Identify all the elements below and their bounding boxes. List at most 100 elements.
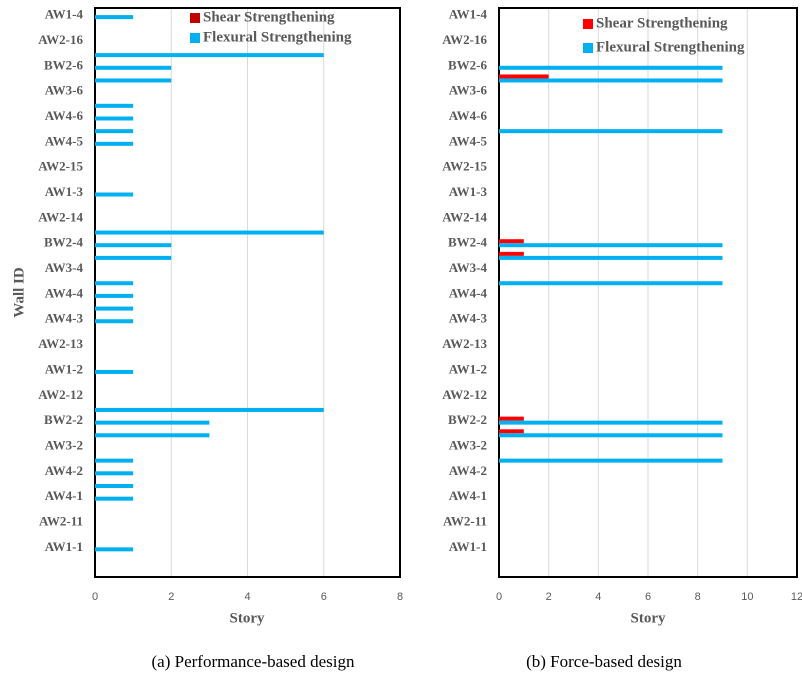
y-tick-label: AW4-6 [449, 108, 488, 123]
y-tick-label: AW1-3 [45, 184, 84, 199]
bar [499, 65, 723, 70]
y-tick-label: AW1-1 [45, 539, 83, 554]
bar [499, 429, 524, 434]
y-tick-label: AW4-3 [45, 311, 84, 326]
bar [95, 319, 134, 324]
y-tick-label: AW4-4 [45, 285, 84, 300]
y-tick-label: AW2-14 [38, 209, 83, 224]
bar [95, 471, 134, 476]
y-tick-label: AW4-2 [449, 463, 487, 478]
bar [499, 433, 723, 438]
y-tick-label: AW4-6 [45, 108, 84, 123]
bar [499, 129, 723, 134]
y-tick-label: AW3-4 [45, 260, 84, 275]
legend-swatch [190, 33, 200, 43]
y-tick-label: BW2-2 [448, 412, 487, 427]
y-tick-label: AW2-12 [442, 387, 487, 402]
bar [95, 103, 134, 108]
legend-label: Flexural Strengthening [596, 39, 745, 55]
y-tick-label: AW1-2 [45, 361, 83, 376]
x-axis-title: Story [230, 610, 265, 626]
bar [499, 251, 524, 256]
y-tick-label: AW3-2 [449, 437, 487, 452]
bar [499, 74, 549, 79]
bar [499, 243, 723, 248]
y-tick-label: AW2-13 [38, 336, 83, 351]
bar [499, 416, 524, 421]
x-tick-label: 4 [595, 591, 601, 603]
y-tick-label: AW2-11 [443, 513, 487, 528]
x-tick-label: 6 [321, 591, 327, 603]
legend-label: Shear Strengthening [203, 9, 335, 25]
y-tick-label: AW2-16 [442, 32, 487, 47]
legend-swatch [190, 13, 200, 23]
y-tick-label: AW4-5 [45, 133, 84, 148]
bar [499, 239, 524, 244]
bar [95, 369, 134, 374]
y-tick-label: AW2-14 [442, 209, 487, 224]
bar [95, 243, 172, 248]
y-tick-label: AW4-3 [449, 311, 488, 326]
y-tick-label: AW2-12 [38, 387, 83, 402]
x-tick-label: 8 [695, 591, 701, 603]
y-tick-label: AW2-15 [38, 159, 83, 174]
bar [95, 255, 172, 260]
y-tick-label: AW1-4 [45, 7, 84, 22]
y-tick-label: AW4-4 [449, 285, 488, 300]
legend-label: Flexural Strengthening [203, 29, 352, 45]
bar [499, 255, 723, 260]
y-tick-label: BW2-2 [44, 412, 83, 427]
bar [499, 458, 723, 463]
caption: (a) Performance-based design [152, 652, 355, 671]
y-tick-label: BW2-6 [448, 57, 488, 72]
y-tick-label: AW1-4 [449, 7, 488, 22]
legend-swatch [583, 19, 593, 29]
bar [95, 129, 134, 134]
y-tick-label: AW4-5 [449, 133, 488, 148]
bar [95, 230, 324, 235]
bar [95, 281, 134, 286]
x-tick-label: 0 [496, 591, 502, 603]
bar [95, 306, 134, 311]
y-tick-label: AW1-2 [449, 361, 487, 376]
bar [499, 78, 723, 83]
bar [95, 141, 134, 146]
caption: (b) Force-based design [526, 652, 682, 671]
y-axis-title: Wall ID [11, 267, 27, 318]
x-tick-label: 12 [791, 591, 802, 603]
bar [95, 458, 134, 463]
bar [95, 420, 210, 425]
y-tick-label: AW3-6 [45, 83, 84, 98]
bar [95, 433, 210, 438]
bar [95, 116, 134, 121]
x-tick-label: 4 [244, 591, 250, 603]
y-tick-label: AW1-1 [449, 539, 487, 554]
bar [95, 293, 134, 298]
y-tick-label: AW2-15 [442, 159, 487, 174]
bar [499, 420, 723, 425]
bar [95, 78, 172, 83]
legend-label: Shear Strengthening [596, 15, 728, 31]
x-tick-label: 6 [645, 591, 651, 603]
bar [95, 483, 134, 488]
y-tick-label: AW4-1 [449, 488, 487, 503]
y-tick-label: BW2-4 [448, 235, 488, 250]
y-tick-label: AW3-4 [449, 260, 488, 275]
y-tick-label: BW2-6 [44, 57, 84, 72]
y-tick-label: AW4-2 [45, 463, 83, 478]
y-tick-label: AW2-11 [39, 513, 83, 528]
y-tick-label: BW2-4 [44, 235, 84, 250]
plot-frame [94, 7, 401, 578]
bar [95, 15, 134, 20]
bar [95, 65, 172, 70]
bar [95, 53, 324, 58]
bar [95, 407, 324, 412]
x-tick-label: 2 [168, 591, 174, 603]
x-tick-label: 2 [546, 591, 552, 603]
y-tick-label: AW2-13 [442, 336, 487, 351]
bar [499, 281, 723, 286]
plot-frame [498, 7, 798, 578]
x-tick-label: 0 [92, 591, 98, 603]
y-tick-label: AW4-1 [45, 488, 83, 503]
